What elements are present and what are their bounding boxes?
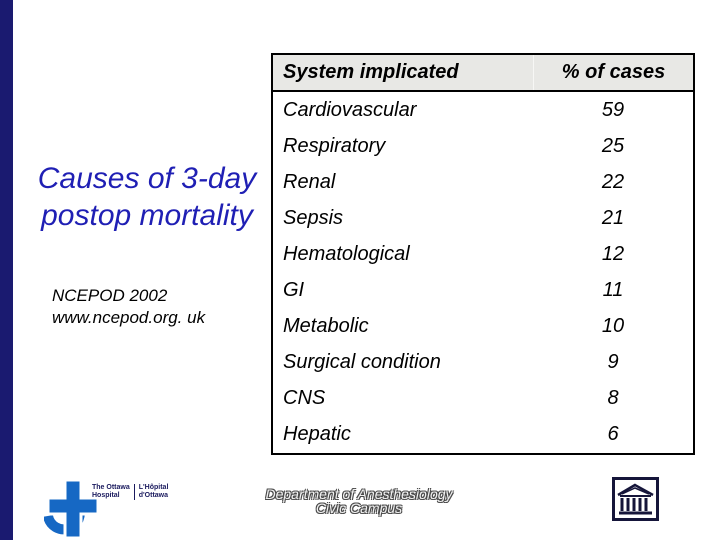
footer-line2: Civic Campus xyxy=(315,500,403,516)
percent-cell: 22 xyxy=(601,170,625,193)
percent-cell: 59 xyxy=(601,98,625,121)
table-row: Hepatic 6 xyxy=(273,417,693,453)
ottawa-hospital-cross-icon xyxy=(43,478,100,540)
system-cell: Renal xyxy=(283,170,336,193)
ottawa-hospital-wordmark: The Ottawa Hospital L'Hôpital d'Ottawa xyxy=(92,484,168,500)
civic-campus-building-icon xyxy=(612,477,662,524)
footer-line1: Department of Anesthesiology xyxy=(265,486,453,502)
ottawa-hospital-logo: The Ottawa Hospital L'Hôpital d'Ottawa xyxy=(40,478,230,540)
table-header-percent: % of cases xyxy=(533,55,693,90)
hospital-name-french: L'Hôpital d'Ottawa xyxy=(138,484,169,499)
mortality-causes-table: System implicated % of cases Cardiovascu… xyxy=(271,53,695,455)
system-cell: Cardiovascular xyxy=(283,98,417,121)
percent-cell: 21 xyxy=(601,206,625,229)
system-cell: CNS xyxy=(283,387,326,410)
system-cell: Hepatic xyxy=(283,423,351,446)
wordmark-divider xyxy=(133,484,135,500)
slide-left-accent-bar xyxy=(0,0,13,540)
percent-cell: 9 xyxy=(607,351,619,374)
table-body: Cardiovascular 59 Respiratory 25 Renal 2… xyxy=(273,92,693,453)
system-cell: Hematological xyxy=(283,242,410,265)
table-row: GI 11 xyxy=(273,272,693,308)
percent-cell: 11 xyxy=(602,279,624,302)
source-line1: NCEPOD 2002 xyxy=(52,286,168,305)
table-header-system: System implicated xyxy=(283,61,459,83)
percent-cell: 25 xyxy=(601,134,625,157)
slide-title: Causes of 3-day postop mortality xyxy=(16,160,278,234)
table-row: Renal 22 xyxy=(273,164,693,200)
percent-cell: 8 xyxy=(607,387,619,410)
percent-cell: 6 xyxy=(607,423,619,446)
percent-cell: 10 xyxy=(601,315,625,338)
source-citation: NCEPOD 2002 www.ncepod.org. uk xyxy=(52,285,205,329)
system-cell: GI xyxy=(283,279,305,302)
slide-title-line1: Causes of 3-day xyxy=(37,162,257,195)
table-row: Sepsis 21 xyxy=(273,200,693,236)
table-row: Cardiovascular 59 xyxy=(273,92,693,128)
table-row: Metabolic 10 xyxy=(273,309,693,345)
hospital-name-english: The Ottawa Hospital xyxy=(92,484,130,499)
source-line2: www.ncepod.org. uk xyxy=(52,308,206,327)
slide-title-line2: postop mortality xyxy=(41,199,253,232)
table-row: Hematological 12 xyxy=(273,236,693,272)
system-cell: Metabolic xyxy=(283,315,369,338)
system-cell: Sepsis xyxy=(283,206,344,229)
system-cell: Respiratory xyxy=(283,134,386,157)
slide-footer: Department of Anesthesiology Civic Campu… xyxy=(239,487,479,515)
table-header-row: System implicated % of cases xyxy=(273,55,693,92)
table-row: Surgical condition 9 xyxy=(273,345,693,381)
table-row: Respiratory 25 xyxy=(273,128,693,164)
table-row: CNS 8 xyxy=(273,381,693,417)
system-cell: Surgical condition xyxy=(283,351,441,374)
percent-cell: 12 xyxy=(601,242,625,265)
